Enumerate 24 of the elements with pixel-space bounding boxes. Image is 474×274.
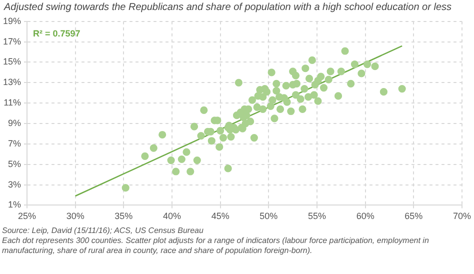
y-tick-label: 13% (3, 77, 22, 88)
x-tick-label: 25% (18, 211, 36, 222)
x-tick-label: 55% (308, 211, 326, 222)
x-tick-label: 70% (452, 211, 471, 222)
y-tick-label: 19% (3, 16, 22, 26)
x-tick-label: 45% (211, 211, 230, 222)
chart-title: Adjusted swing towards the Republicans and share of population with a high school education or less (2, 1, 452, 13)
y-tick-label: 3% (8, 179, 22, 190)
x-tick-label: 40% (163, 211, 182, 222)
text: Each dot represents 300 counties. Scatter plot adjusts for a range of indicators (labour force participation, employment in manufacturing, share of rural area in county, race and share of population foreign-born). (2, 236, 430, 256)
x-tick-label: 50% (260, 211, 278, 222)
source-note: Source: Leip, David (15/11/16); ACS, US Census Bureau (2, 226, 204, 236)
x-tick-label: 35% (114, 211, 133, 222)
y-tick-label: 1% (8, 200, 22, 210)
annotation: R² = 0.7597 (33, 28, 80, 38)
x-tick-label: 30% (66, 211, 84, 222)
y-tick-label: 9% (8, 118, 22, 128)
x-tick-label: 60% (356, 211, 374, 222)
y-tick-label: 5% (8, 158, 22, 169)
y-tick-label: 15% (3, 56, 22, 67)
y-tick-label: 7% (8, 138, 22, 148)
y-tick-label: 11% (4, 98, 22, 108)
x-tick-label: 65% (404, 211, 423, 222)
y-tick-label: 17% (3, 36, 22, 46)
